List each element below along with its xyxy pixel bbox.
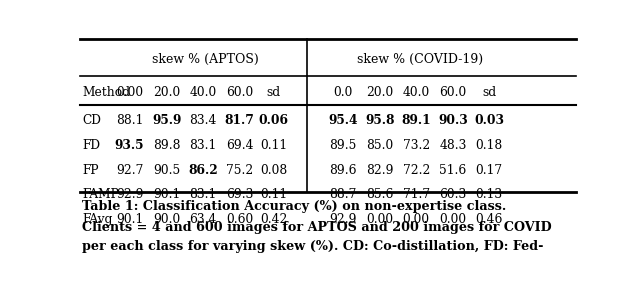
Text: 72.2: 72.2 (403, 164, 430, 176)
Text: 89.8: 89.8 (153, 139, 180, 152)
Text: 63.4: 63.4 (189, 213, 217, 226)
Text: 95.4: 95.4 (328, 114, 358, 127)
Text: 60.3: 60.3 (440, 189, 467, 201)
Text: 88.1: 88.1 (116, 114, 143, 127)
Text: 83.1: 83.1 (189, 189, 216, 201)
Text: sd: sd (266, 86, 280, 99)
Text: 85.6: 85.6 (366, 189, 394, 201)
Text: FAMP: FAMP (83, 189, 119, 201)
Text: 0.13: 0.13 (476, 189, 503, 201)
Text: 69.3: 69.3 (226, 189, 253, 201)
Text: 0.00: 0.00 (403, 213, 430, 226)
Text: per each class for varying skew (%). CD: Co-distillation, FD: Fed-: per each class for varying skew (%). CD:… (83, 240, 544, 253)
Text: 82.9: 82.9 (366, 164, 394, 176)
Text: 89.5: 89.5 (329, 139, 356, 152)
Text: 0.06: 0.06 (259, 114, 289, 127)
Text: 0.42: 0.42 (260, 213, 287, 226)
Text: 90.0: 90.0 (153, 213, 180, 226)
Text: 85.0: 85.0 (367, 139, 394, 152)
Text: 0.08: 0.08 (260, 164, 287, 176)
Text: 0.60: 0.60 (226, 213, 253, 226)
Text: 92.9: 92.9 (116, 189, 143, 201)
Text: 89.6: 89.6 (329, 164, 356, 176)
Text: 60.0: 60.0 (226, 86, 253, 99)
Text: 81.7: 81.7 (225, 114, 255, 127)
Text: 69.4: 69.4 (226, 139, 253, 152)
Text: 90.5: 90.5 (153, 164, 180, 176)
Text: 20.0: 20.0 (367, 86, 394, 99)
Text: 0.00: 0.00 (440, 213, 467, 226)
Text: 93.5: 93.5 (115, 139, 145, 152)
Text: 92.7: 92.7 (116, 164, 143, 176)
Text: 71.7: 71.7 (403, 189, 430, 201)
Text: 92.9: 92.9 (329, 213, 356, 226)
Text: 0.11: 0.11 (260, 139, 287, 152)
Text: Method: Method (83, 86, 131, 99)
Text: 90.1: 90.1 (153, 189, 180, 201)
Text: 90.3: 90.3 (438, 114, 468, 127)
Text: 40.0: 40.0 (189, 86, 216, 99)
Text: 40.0: 40.0 (403, 86, 430, 99)
Text: sd: sd (482, 86, 496, 99)
Text: CD: CD (83, 114, 102, 127)
Text: 88.7: 88.7 (329, 189, 356, 201)
Text: 89.1: 89.1 (401, 114, 431, 127)
Text: 0.18: 0.18 (476, 139, 503, 152)
Text: Table 1: Classification Accuracy (%) on non-expertise class.: Table 1: Classification Accuracy (%) on … (83, 200, 507, 213)
Text: FD: FD (83, 139, 100, 152)
Text: 0.0: 0.0 (333, 86, 353, 99)
Text: 95.8: 95.8 (365, 114, 395, 127)
Text: 48.3: 48.3 (439, 139, 467, 152)
Text: 0.00: 0.00 (367, 213, 394, 226)
Text: 0.00: 0.00 (116, 86, 143, 99)
Text: 0.11: 0.11 (260, 189, 287, 201)
Text: FP: FP (83, 164, 99, 176)
Text: 20.0: 20.0 (153, 86, 180, 99)
Text: 0.46: 0.46 (476, 213, 503, 226)
Text: 83.1: 83.1 (189, 139, 216, 152)
Text: 73.2: 73.2 (403, 139, 430, 152)
Text: 60.0: 60.0 (440, 86, 467, 99)
Text: 0.03: 0.03 (474, 114, 504, 127)
Text: skew % (APTOS): skew % (APTOS) (152, 53, 259, 66)
Text: 90.1: 90.1 (116, 213, 143, 226)
Text: 0.17: 0.17 (476, 164, 503, 176)
Text: Clients = 4 and 600 images for APTOS and 200 images for COVID: Clients = 4 and 600 images for APTOS and… (83, 221, 552, 234)
Text: 51.6: 51.6 (440, 164, 467, 176)
Text: 86.2: 86.2 (188, 164, 218, 176)
Text: FAvg: FAvg (83, 213, 113, 226)
Text: skew % (COVID-19): skew % (COVID-19) (357, 53, 483, 66)
Text: 75.2: 75.2 (226, 164, 253, 176)
Text: 95.9: 95.9 (152, 114, 182, 127)
Text: 83.4: 83.4 (189, 114, 217, 127)
